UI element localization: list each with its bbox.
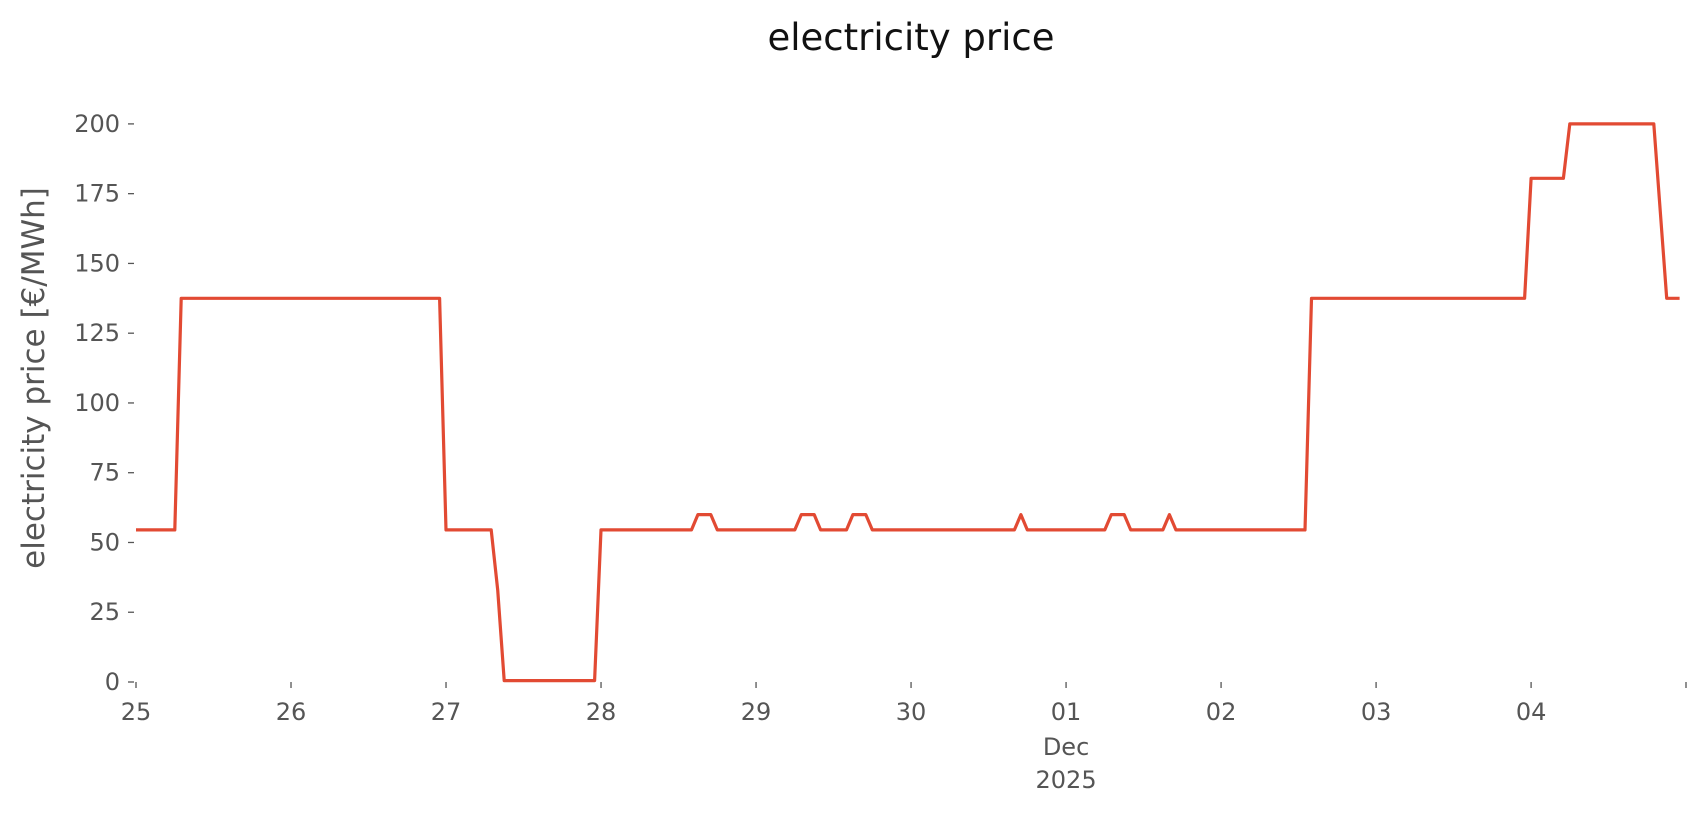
y-tick-label: 25 [89, 598, 120, 626]
x-tick-label: 01 [1051, 698, 1082, 726]
x-tick-label: 25 [121, 698, 152, 726]
x-tick-label: 28 [586, 698, 617, 726]
y-tick-label: 150 [74, 249, 120, 277]
y-axis: 0 25 50 75 100 125 150 175 200 [74, 110, 134, 696]
y-tick-label: 75 [89, 459, 120, 487]
y-axis-label: electricity price [€/MWh] [16, 187, 52, 569]
x-tick-label: 04 [1516, 698, 1547, 726]
x-tick-label: 03 [1361, 698, 1392, 726]
x-tick-label: 27 [431, 698, 462, 726]
y-tick-label: 100 [74, 389, 120, 417]
price-series-line [136, 122, 1680, 683]
y-tick-label: 50 [89, 528, 120, 556]
x-axis: 25 26 27 28 29 30 01 02 03 04 Dec 2025 [121, 682, 1687, 794]
chart-title: electricity price [767, 16, 1054, 59]
y-tick-label: 175 [74, 180, 120, 208]
x-tick-label: 29 [741, 698, 772, 726]
x-axis-date-label: Dec [1043, 733, 1089, 761]
x-tick-label: 02 [1206, 698, 1237, 726]
x-axis-date-label: 2025 [1036, 766, 1097, 794]
x-tick-label: 30 [896, 698, 927, 726]
y-tick-label: 125 [74, 319, 120, 347]
x-tick-label: 26 [276, 698, 307, 726]
y-tick-label: 0 [105, 668, 120, 696]
y-tick-label: 200 [74, 110, 120, 138]
plot-area [136, 122, 1680, 683]
